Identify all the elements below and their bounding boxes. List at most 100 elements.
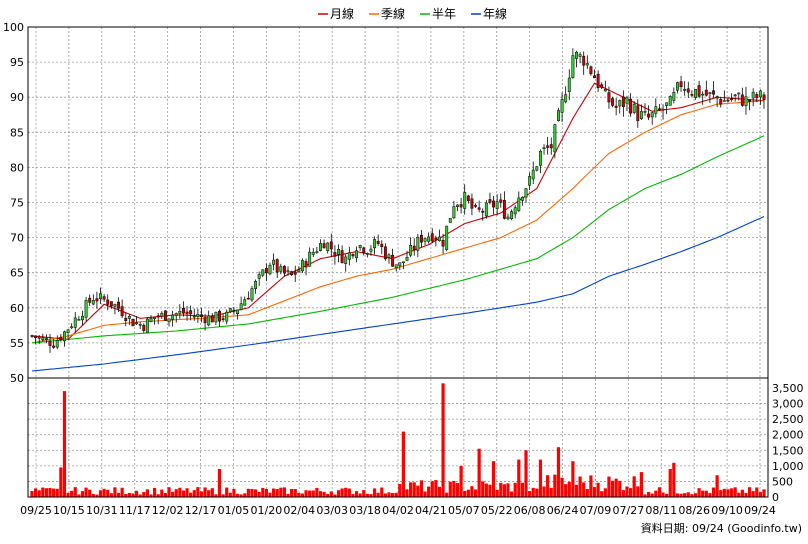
volume-bar xyxy=(365,493,369,497)
x-tick-label: 06/08 xyxy=(514,504,546,517)
volume-bar xyxy=(383,493,387,497)
candle-body xyxy=(77,319,81,321)
candle-body xyxy=(398,262,402,267)
candle-body xyxy=(499,199,503,203)
volume-bar xyxy=(445,492,449,497)
volume-bar xyxy=(156,494,160,497)
candle-body xyxy=(419,234,423,243)
volume-bar xyxy=(308,490,312,497)
candle-body xyxy=(697,85,701,97)
volume-bar xyxy=(264,488,268,497)
candle-body xyxy=(250,288,254,301)
candle-body xyxy=(315,251,319,253)
candle-body xyxy=(308,251,312,267)
volume-bar xyxy=(711,487,716,497)
volume-bar xyxy=(181,490,186,497)
candle-body xyxy=(91,300,95,305)
volume-bar xyxy=(546,475,550,497)
x-tick-label: 07/09 xyxy=(580,504,612,517)
volume-bar xyxy=(564,484,568,497)
ma-yearly-line xyxy=(31,216,765,372)
volume-bar xyxy=(199,491,204,497)
candle-body xyxy=(650,112,654,118)
volume-bar xyxy=(455,483,460,497)
candle-body xyxy=(362,247,366,253)
ma-quarterly-line xyxy=(31,100,765,344)
candle-body xyxy=(712,90,715,95)
candle-body xyxy=(416,236,420,251)
candle-body xyxy=(322,243,326,249)
candle-body xyxy=(535,166,539,171)
x-tick-label: 09/24 xyxy=(744,504,776,517)
volume-tick-label: 0 xyxy=(772,491,779,504)
volume-bar xyxy=(481,481,485,497)
volume-bar xyxy=(733,487,737,497)
volume-bar xyxy=(66,492,70,497)
candle-body xyxy=(538,150,542,166)
candle-body xyxy=(275,259,279,273)
volume-bar xyxy=(228,492,232,497)
x-tick-label: 11/17 xyxy=(119,504,151,517)
volume-bar xyxy=(506,483,510,497)
candle-body xyxy=(391,254,395,267)
volume-bar xyxy=(668,468,672,497)
candle-body xyxy=(365,253,369,255)
candle-body xyxy=(218,310,221,322)
volume-tick-label: 3,500 xyxy=(772,382,804,395)
volume-bar xyxy=(722,488,726,497)
price-axis: 100 95 90 85 80 75 70 65 60 55 50 xyxy=(3,21,24,385)
volume-bar xyxy=(48,487,52,497)
volume-bar xyxy=(423,491,427,497)
volume-bar xyxy=(171,491,175,497)
candle-body xyxy=(30,335,34,337)
candle-body xyxy=(567,77,571,92)
x-tick-label: 10/31 xyxy=(86,504,118,517)
volume-bar xyxy=(621,490,625,497)
candle-body xyxy=(719,99,723,105)
volume-bar xyxy=(174,489,178,497)
candle-body xyxy=(156,315,160,318)
volume-bar xyxy=(488,484,492,497)
x-axis: 09/25 10/15 10/31 11/17 12/02 12/17 01/05 01/20… xyxy=(20,504,776,517)
candle-body xyxy=(629,98,633,114)
volume-bar xyxy=(261,487,265,497)
volume-bar xyxy=(517,459,521,497)
volume-bar xyxy=(524,450,528,497)
volume-bar xyxy=(380,487,384,497)
candle-body xyxy=(603,89,607,92)
volume-bar xyxy=(138,494,142,497)
candle-body xyxy=(200,314,203,317)
volume-bar xyxy=(495,489,499,497)
candle-body xyxy=(528,176,532,186)
volume-bar xyxy=(600,491,604,497)
volume-bar xyxy=(153,487,157,497)
candle-body xyxy=(52,345,56,348)
candle-body xyxy=(564,94,568,103)
ma-halfyear-line xyxy=(31,135,765,344)
candle-body xyxy=(427,236,431,242)
candle-body xyxy=(84,300,88,318)
volume-bar xyxy=(430,481,434,497)
candle-body xyxy=(730,98,733,101)
volume-bar xyxy=(196,487,200,497)
x-tick-label: 04/21 xyxy=(415,504,447,517)
candle-body xyxy=(520,196,524,201)
volume-bar xyxy=(300,493,305,497)
candle-body xyxy=(593,75,596,79)
candle-body xyxy=(463,192,467,209)
candle-body xyxy=(575,51,578,59)
volume-bar xyxy=(275,489,279,497)
volume-bar xyxy=(697,488,701,497)
volume-bar xyxy=(556,447,561,497)
volume-bar xyxy=(744,492,748,497)
candle-body xyxy=(477,207,481,210)
candle-body xyxy=(351,254,355,257)
volume-bar xyxy=(596,482,600,497)
volume-bar xyxy=(253,489,258,497)
volume-bar xyxy=(109,493,113,497)
candle-body xyxy=(102,296,106,300)
volume-bar xyxy=(279,487,283,497)
x-tick-label: 09/25 xyxy=(20,504,52,517)
candle-body xyxy=(740,94,744,106)
candle-body xyxy=(686,88,690,93)
